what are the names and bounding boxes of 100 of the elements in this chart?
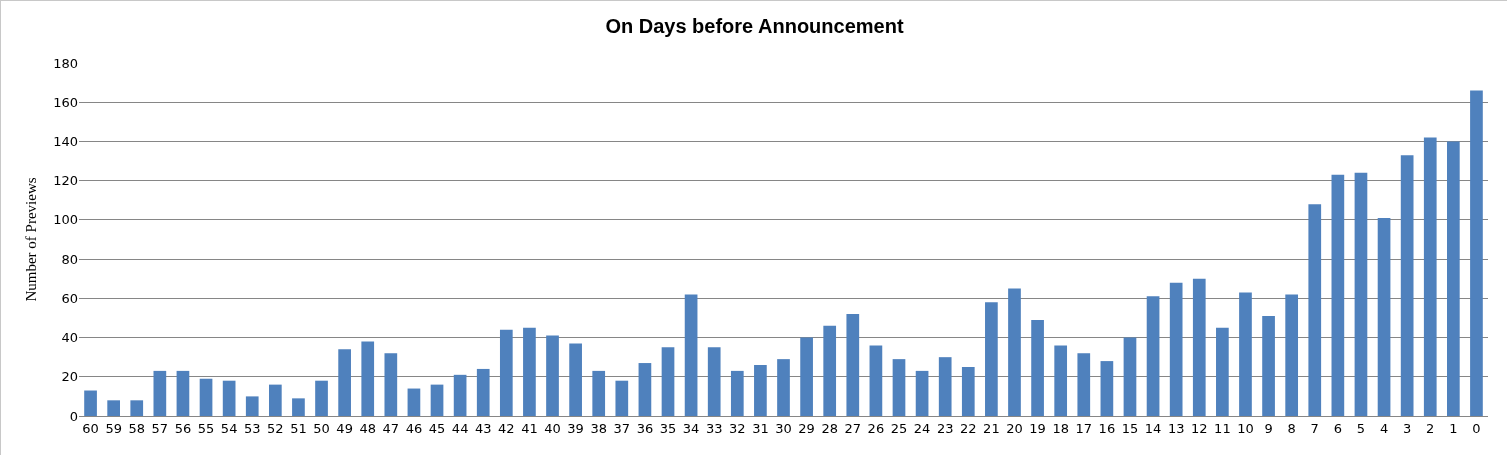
bar bbox=[153, 370, 167, 416]
bar bbox=[985, 302, 998, 416]
x-tick-label: 54 bbox=[220, 420, 238, 436]
bar bbox=[107, 400, 120, 416]
x-tick-label: 8 bbox=[1287, 420, 1296, 436]
x-tick-label: 26 bbox=[867, 420, 885, 436]
x-tick-label: 7 bbox=[1310, 420, 1319, 436]
bar bbox=[615, 380, 629, 416]
bar bbox=[546, 335, 559, 416]
x-tick-label: 2 bbox=[1426, 420, 1435, 436]
bar bbox=[176, 370, 190, 416]
bar bbox=[915, 370, 929, 416]
bar bbox=[800, 337, 813, 416]
y-tick-label: 60 bbox=[61, 290, 78, 306]
x-tick-label: 16 bbox=[1098, 420, 1116, 436]
x-tick-label: 30 bbox=[775, 420, 792, 436]
x-tick-label: 22 bbox=[960, 420, 977, 436]
bar bbox=[453, 374, 467, 416]
bar bbox=[499, 329, 513, 416]
x-tick-label: 53 bbox=[243, 420, 261, 436]
bar bbox=[1447, 141, 1460, 416]
y-tick-label: 20 bbox=[61, 369, 78, 385]
x-tick-label: 28 bbox=[821, 420, 838, 436]
bar bbox=[245, 396, 259, 416]
x-tick-label: 13 bbox=[1167, 420, 1185, 436]
x-tick-label: 39 bbox=[567, 420, 584, 436]
x-tick-label: 9 bbox=[1264, 420, 1273, 436]
bar bbox=[1169, 282, 1183, 416]
x-tick-label: 20 bbox=[1006, 420, 1023, 436]
bar bbox=[892, 359, 906, 416]
bar bbox=[1423, 137, 1437, 416]
x-tick-label: 43 bbox=[474, 420, 492, 436]
x-tick-label: 15 bbox=[1121, 420, 1139, 436]
bar bbox=[338, 349, 351, 416]
y-tick-label: 80 bbox=[61, 251, 78, 267]
x-tick-label: 35 bbox=[659, 420, 677, 436]
bar bbox=[846, 314, 860, 416]
bar bbox=[1146, 296, 1160, 416]
x-tick-label: 41 bbox=[521, 420, 538, 436]
x-tick-label: 21 bbox=[983, 420, 1000, 436]
bar bbox=[754, 365, 767, 416]
x-tick-label: 24 bbox=[913, 420, 931, 436]
x-tick-label: 44 bbox=[451, 420, 469, 436]
x-tick-label: 5 bbox=[1356, 420, 1366, 436]
bar bbox=[84, 390, 97, 416]
y-tick-label: 160 bbox=[53, 94, 78, 110]
bar bbox=[1470, 90, 1483, 416]
x-tick-label: 49 bbox=[336, 420, 353, 436]
x-tick-label: 31 bbox=[752, 420, 769, 436]
x-tick-label: 42 bbox=[498, 420, 515, 436]
x-tick-label: 12 bbox=[1191, 420, 1208, 436]
y-tick-label: 120 bbox=[53, 173, 78, 189]
x-tick-label: 3 bbox=[1403, 420, 1412, 436]
bar bbox=[1331, 174, 1345, 416]
bar bbox=[1192, 278, 1206, 416]
bar bbox=[1054, 345, 1068, 416]
bar bbox=[222, 380, 236, 416]
x-tick-label: 59 bbox=[105, 420, 122, 436]
bar bbox=[199, 378, 213, 416]
chart-title: On Days before Announcement bbox=[605, 15, 904, 38]
bar bbox=[823, 325, 837, 416]
bar bbox=[730, 370, 744, 416]
bar bbox=[523, 327, 536, 416]
x-tick-label: 19 bbox=[1029, 420, 1046, 436]
bar bbox=[869, 345, 883, 416]
x-tick-label: 36 bbox=[636, 420, 654, 436]
x-tick-label: 14 bbox=[1144, 420, 1162, 436]
x-tick-label: 57 bbox=[151, 420, 169, 436]
bar bbox=[292, 398, 305, 416]
x-tick-label: 51 bbox=[290, 420, 307, 436]
bar bbox=[592, 370, 606, 416]
bar bbox=[1008, 288, 1021, 416]
y-tick-label: 100 bbox=[53, 212, 78, 228]
bar bbox=[1123, 337, 1137, 416]
x-tick-label: 29 bbox=[798, 420, 815, 436]
bar bbox=[130, 400, 144, 416]
x-tick-label: 37 bbox=[613, 420, 631, 436]
x-tick-label: 47 bbox=[382, 420, 400, 436]
x-tick-label: 46 bbox=[405, 420, 423, 436]
bar bbox=[315, 380, 328, 416]
x-tick-label: 55 bbox=[197, 420, 215, 436]
x-tick-label: 1 bbox=[1449, 420, 1458, 436]
bar bbox=[777, 359, 790, 416]
bar bbox=[1354, 172, 1368, 416]
x-tick-label: 45 bbox=[428, 420, 446, 436]
x-tick-label: 38 bbox=[590, 420, 607, 436]
x-tick-label: 56 bbox=[174, 420, 192, 436]
bar bbox=[961, 366, 975, 416]
bar bbox=[1216, 327, 1229, 416]
x-tick-label: 18 bbox=[1052, 420, 1069, 436]
y-tick-label: 40 bbox=[61, 330, 78, 346]
y-tick-label: 140 bbox=[53, 133, 78, 149]
bar bbox=[384, 353, 398, 416]
bar bbox=[1285, 294, 1299, 416]
bar bbox=[361, 341, 375, 416]
bar bbox=[638, 363, 652, 416]
y-axis-title: Number of Previews bbox=[23, 177, 40, 302]
y-tick-label: 180 bbox=[53, 55, 78, 71]
bar bbox=[684, 294, 698, 416]
bar bbox=[1077, 353, 1091, 416]
